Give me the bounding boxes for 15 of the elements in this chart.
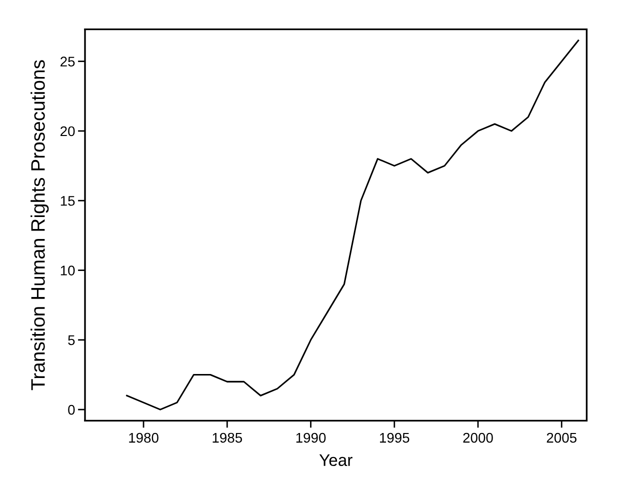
y-tick-label: 5: [68, 335, 75, 346]
x-tick-label: 1985: [212, 432, 242, 443]
y-tick-label: 15: [60, 196, 75, 206]
x-tick-label: 2000: [463, 432, 493, 443]
x-tick-label: 1995: [380, 432, 410, 443]
y-tick-label: 25: [60, 56, 75, 67]
y-axis-title: Transition Human Rights Prosecutions: [30, 60, 49, 390]
x-tick-label: 1980: [129, 432, 158, 443]
x-tick-label: 2005: [546, 432, 576, 443]
y-tick-label: 0: [68, 404, 75, 415]
y-tick-label: 10: [60, 266, 75, 276]
line-series: [126, 40, 580, 410]
x-axis-title: Year: [319, 454, 352, 466]
x-tick-label: 1990: [296, 432, 326, 443]
y-tick-label: 20: [60, 126, 75, 136]
